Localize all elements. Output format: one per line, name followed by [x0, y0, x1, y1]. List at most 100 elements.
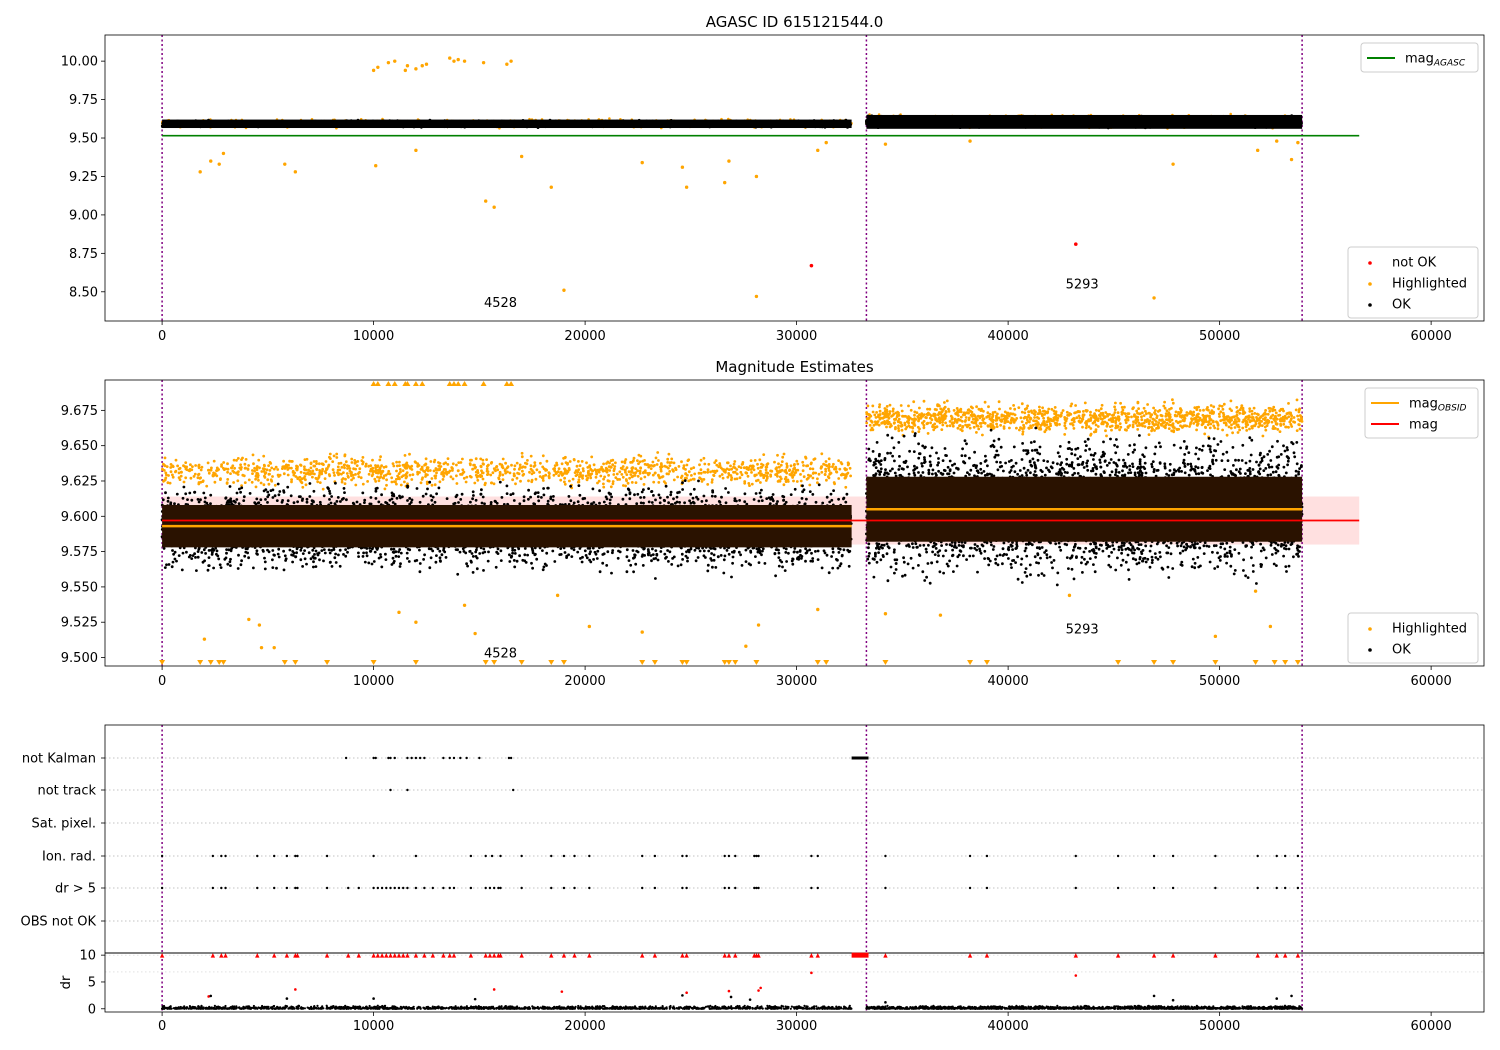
ok-point	[1079, 119, 1083, 122]
ok-point	[888, 124, 892, 128]
ok-point	[1211, 120, 1215, 124]
ok-point	[784, 123, 787, 126]
ok-point	[549, 121, 553, 125]
ok-point	[200, 122, 204, 126]
ok-point	[543, 121, 547, 125]
ok-point	[532, 123, 536, 127]
ok-point	[1051, 120, 1055, 124]
ok-point	[776, 122, 780, 126]
ok-point	[1246, 122, 1250, 125]
ok-point	[1013, 121, 1017, 125]
ok-point	[813, 125, 817, 129]
ok-point	[1163, 121, 1167, 125]
ok-point	[515, 476, 519, 480]
ok-point	[883, 115, 886, 119]
y-tick-label: 10.00	[61, 55, 98, 70]
ok-point	[1210, 116, 1214, 120]
ok-point	[982, 118, 985, 121]
ok-point	[1262, 118, 1266, 121]
ok-point	[997, 125, 1001, 128]
ok-point	[229, 472, 232, 475]
ok-point	[411, 123, 414, 127]
highlighted-point	[680, 165, 685, 169]
ok-point	[965, 122, 969, 126]
ok-point	[824, 123, 828, 126]
ok-point	[641, 120, 645, 124]
ok-point	[773, 124, 777, 127]
highlighted-point	[816, 148, 820, 153]
ok-point	[1102, 121, 1105, 125]
ok-point	[420, 125, 423, 129]
ok-point	[1156, 117, 1159, 120]
ok-point	[267, 464, 270, 467]
ok-point	[998, 120, 1002, 124]
ok-point	[557, 122, 560, 126]
ok-point	[735, 119, 738, 123]
ok-point	[1181, 122, 1185, 126]
ok-point	[384, 121, 387, 124]
ok-point	[799, 123, 802, 126]
highlighted-point	[505, 62, 509, 66]
ok-point	[325, 121, 328, 124]
ok-point	[438, 123, 442, 127]
ok-point	[309, 466, 313, 470]
ok-point	[1296, 120, 1299, 123]
ok-point	[256, 125, 260, 129]
ok-point	[393, 121, 397, 124]
ok-point	[480, 121, 484, 125]
ok-point	[779, 463, 783, 467]
ok-point	[1170, 123, 1173, 127]
ok-point	[518, 121, 522, 125]
ok-point	[1021, 117, 1025, 121]
ok-point	[831, 465, 834, 469]
ok-point	[980, 125, 984, 129]
ok-point	[190, 122, 194, 126]
highlighted-point	[452, 59, 456, 63]
highlighted-point	[403, 68, 408, 73]
ok-point	[876, 126, 880, 129]
ok-point	[1192, 121, 1196, 125]
highlighted-point	[198, 170, 202, 174]
ok-point	[348, 467, 352, 470]
highlighted-point	[462, 59, 467, 63]
ok-point	[945, 118, 948, 122]
ok-point	[977, 126, 981, 129]
ok-point	[1256, 121, 1260, 125]
ok-point	[232, 121, 236, 124]
ok-point	[916, 119, 919, 122]
ok-point	[331, 460, 335, 463]
y-tick-label: 8.75	[69, 247, 98, 262]
ok-point	[730, 467, 733, 471]
ok-point	[284, 122, 288, 126]
ok-point	[422, 121, 426, 125]
ok-point	[797, 119, 800, 123]
ok-point	[1062, 121, 1066, 125]
x-tick-label: 0	[158, 329, 166, 344]
ok-point	[373, 120, 377, 124]
ok-point	[572, 121, 575, 125]
ok-point	[275, 122, 278, 126]
ok-point	[1273, 121, 1276, 125]
ok-point	[684, 123, 688, 127]
ok-point	[605, 123, 609, 127]
ok-point	[1006, 117, 1009, 120]
ok-point	[885, 120, 889, 123]
legend-marker-swatch	[1368, 303, 1372, 307]
ok-point	[1289, 119, 1293, 123]
ok-point	[700, 120, 703, 123]
ok-point	[870, 114, 874, 118]
ok-point	[973, 122, 977, 125]
ok-point	[948, 118, 952, 122]
ok-point	[1066, 121, 1069, 124]
ok-point	[787, 122, 791, 125]
highlighted-point	[883, 142, 888, 146]
ok-point	[526, 123, 529, 127]
legend-label: OK	[1392, 298, 1411, 313]
ok-point	[780, 460, 784, 463]
highlighted-point	[405, 64, 410, 68]
ok-point	[802, 121, 806, 124]
ok-point	[1268, 119, 1271, 123]
